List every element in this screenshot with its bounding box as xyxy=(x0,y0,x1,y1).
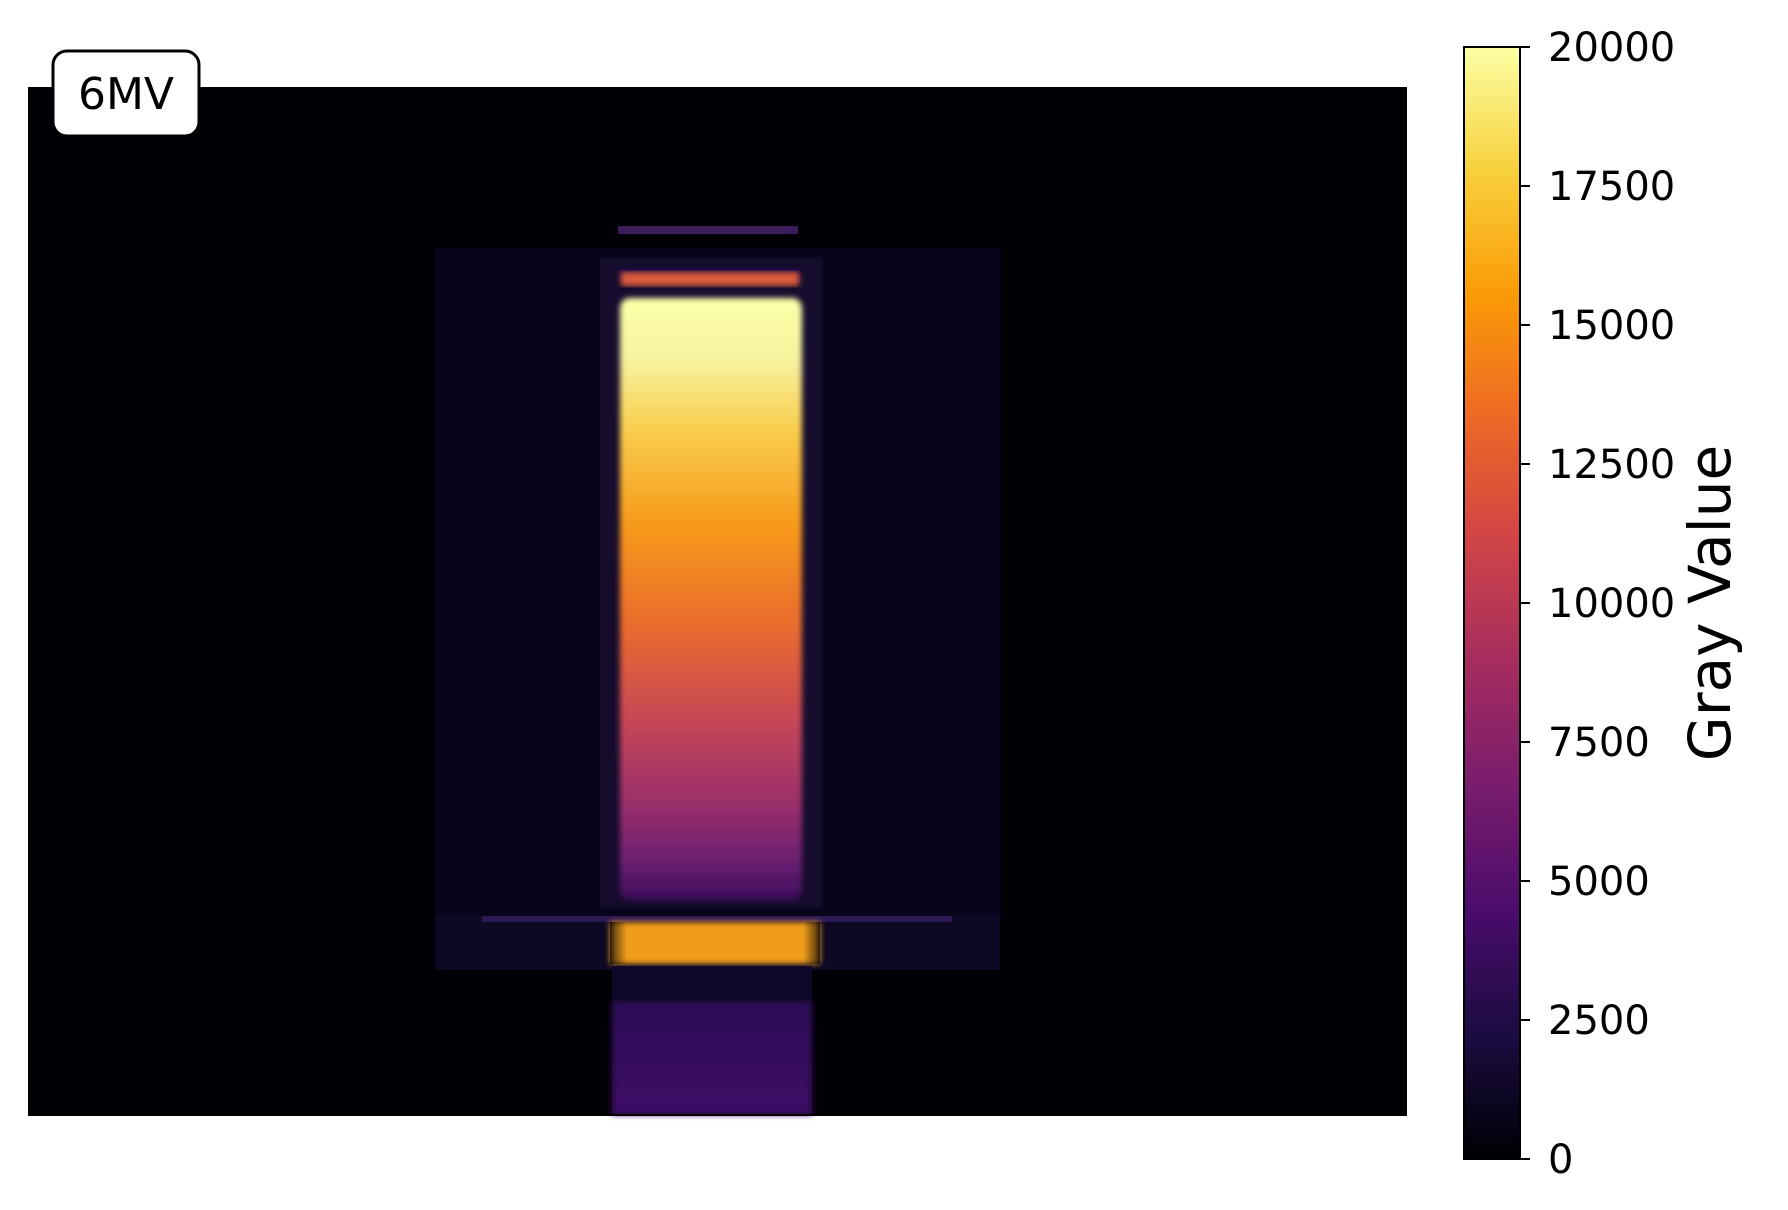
beam-energy-label: 6MV xyxy=(51,49,201,138)
beam-tail-gap xyxy=(612,966,812,1000)
colorbar-tick-label: 10000 xyxy=(1548,581,1675,627)
crossbar xyxy=(482,916,952,922)
label-box xyxy=(51,49,201,138)
beam-top-strip xyxy=(621,272,799,286)
colorbar-tick-label: 7500 xyxy=(1548,720,1650,766)
colorbar-fill xyxy=(1464,47,1520,1159)
colorbar-tick-label: 17500 xyxy=(1548,164,1675,210)
colorbar-tick-label: 15000 xyxy=(1548,303,1675,349)
colorbar-ticks: 20000 17500 15000 12500 10000 7500 5000 2500 0 xyxy=(1520,25,1675,1183)
radiograph-image xyxy=(28,87,1407,1116)
label-text: 6MV xyxy=(78,69,174,120)
colorbar-tick-label: 2500 xyxy=(1548,998,1650,1044)
top-marker-bar xyxy=(618,226,798,234)
image-frame xyxy=(28,87,1407,1116)
colorbar-tick-label: 12500 xyxy=(1548,442,1675,488)
beam-column xyxy=(620,298,802,900)
colorbar-title: Gray Value xyxy=(1676,445,1744,761)
beam-tail xyxy=(612,1000,812,1115)
beam-bottom-block-edges xyxy=(610,922,820,964)
colorbar-tick-label: 20000 xyxy=(1548,25,1675,71)
colorbar-tick-label: 5000 xyxy=(1548,859,1650,905)
colorbar: 20000 17500 15000 12500 10000 7500 5000 2500 0 G… xyxy=(1463,25,1744,1183)
colorbar-tick-label: 0 xyxy=(1548,1137,1573,1183)
